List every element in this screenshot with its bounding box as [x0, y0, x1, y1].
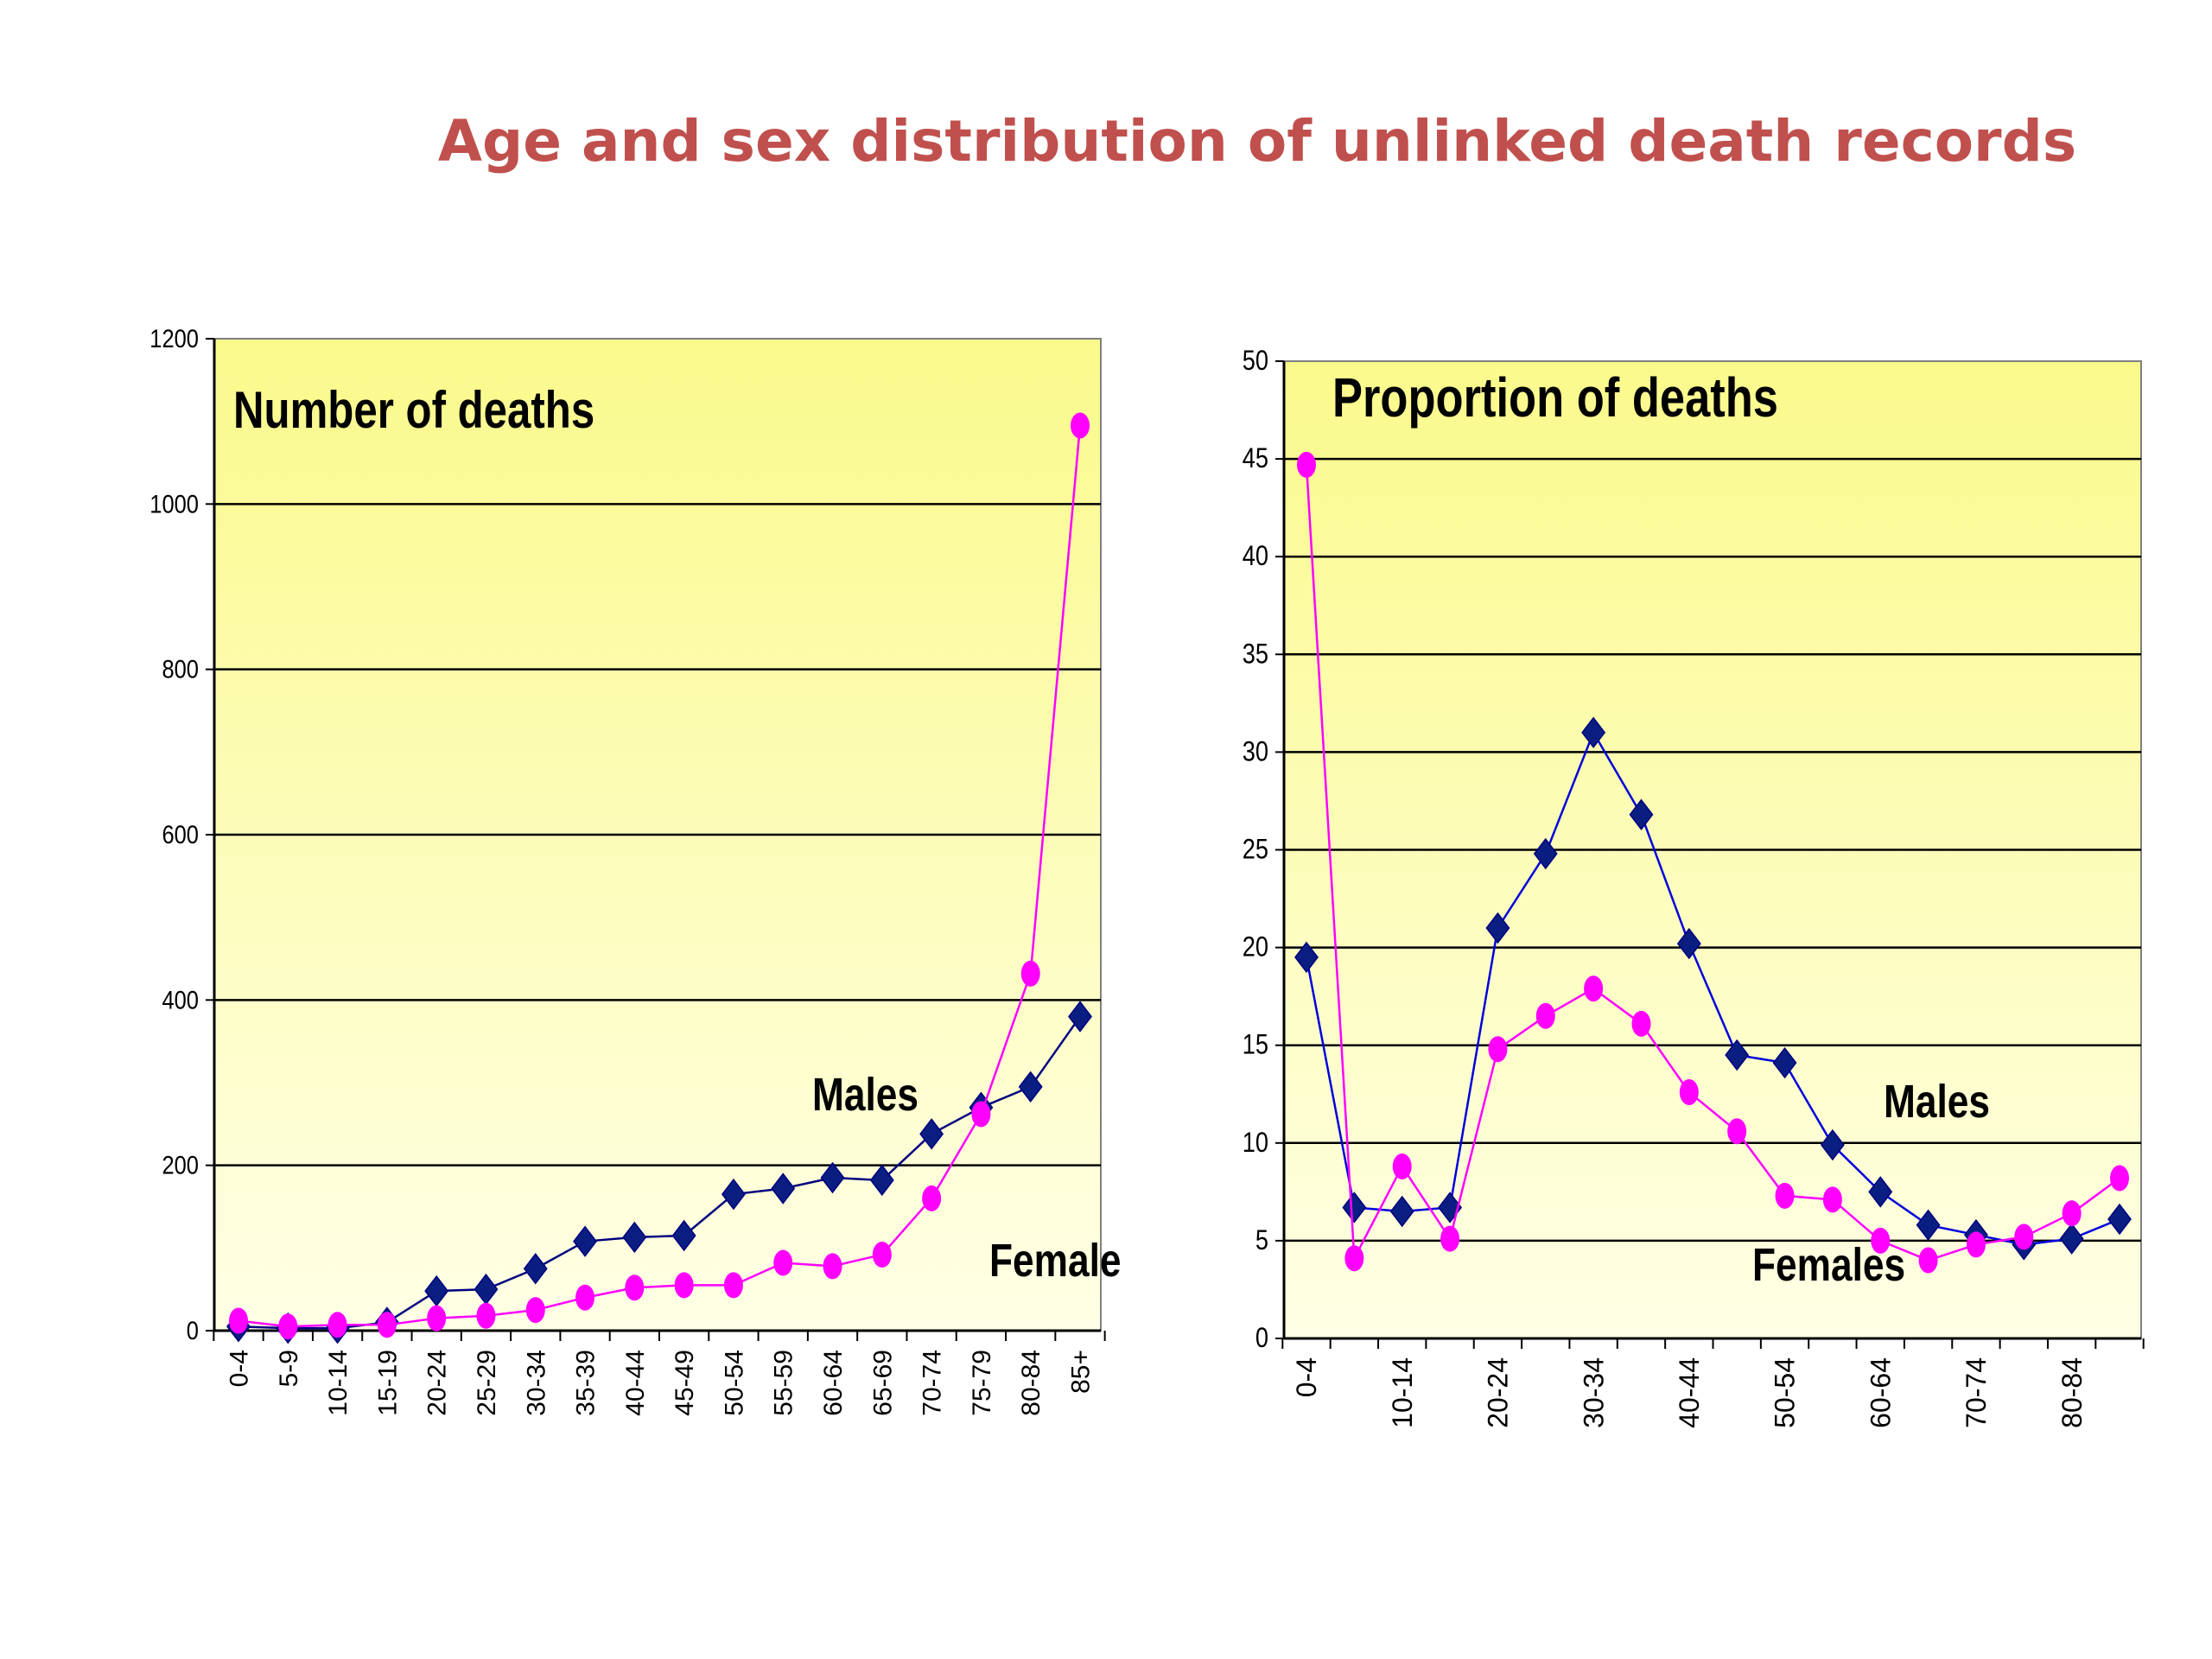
left-point-female: [872, 1241, 892, 1268]
page-title: Age and sex distribution of unlinked dea…: [437, 108, 2077, 175]
left-x-category-label: 65-69: [868, 1350, 897, 1416]
left-x-category-label: 60-64: [819, 1350, 848, 1416]
left-y-tick-label: 800: [162, 655, 199, 683]
left-point-males: [1018, 1071, 1043, 1103]
left-x-category-label: 50-54: [720, 1350, 748, 1416]
left-point-males: [869, 1164, 894, 1197]
left-point-female: [327, 1312, 347, 1338]
left-point-males: [573, 1225, 598, 1257]
left-point-female: [971, 1101, 991, 1128]
left-y-tick-label: 200: [162, 1151, 199, 1179]
left-y-tick-label: 1000: [149, 489, 199, 518]
left-x-category-label: 45-49: [671, 1350, 699, 1416]
left-point-female: [525, 1297, 545, 1324]
left-x-category-label: 10-14: [324, 1350, 353, 1416]
left-point-males: [671, 1219, 696, 1252]
left-x-category-label: 15-19: [373, 1350, 402, 1416]
left-point-female: [723, 1272, 743, 1299]
left-chart-title: Number of deaths: [233, 380, 594, 439]
left-x-category-label: 85+: [1067, 1350, 1096, 1394]
left-point-female: [377, 1312, 397, 1338]
left-x-category-label: 55-59: [770, 1350, 798, 1416]
left-point-males: [1068, 1001, 1092, 1033]
left-x-category-label: 35-39: [572, 1350, 601, 1416]
left-point-males: [919, 1118, 944, 1150]
left-y-tick-label: 1200: [149, 324, 199, 353]
left-point-female: [922, 1185, 942, 1211]
left-point-female: [823, 1253, 842, 1280]
left-y-tick-label: 600: [162, 820, 199, 849]
left-point-males: [622, 1221, 647, 1254]
left-point-female: [278, 1313, 298, 1340]
left-x-category-label: 5-9: [275, 1350, 303, 1387]
left-point-female: [575, 1284, 595, 1311]
left-point-female: [674, 1272, 694, 1299]
left-point-female: [773, 1249, 793, 1276]
left-point-female: [1071, 412, 1090, 439]
left-y-tick-label: 0: [187, 1316, 199, 1344]
left-series-label-female: Female: [989, 1235, 1122, 1287]
left-series-label-males: Males: [812, 1069, 918, 1121]
left-y-tick-label: 400: [162, 985, 199, 1014]
left-x-category-label: 40-44: [621, 1350, 650, 1416]
left-point-males: [820, 1161, 845, 1194]
left-x-category-label: 0-4: [226, 1350, 254, 1387]
left-point-female: [625, 1274, 645, 1301]
left-x-category-label: 30-34: [522, 1350, 550, 1416]
left-point-males: [721, 1178, 746, 1211]
left-point-males: [771, 1173, 796, 1205]
left-x-category-label: 75-79: [968, 1350, 996, 1416]
left-x-category-label: 25-29: [473, 1350, 501, 1416]
left-point-female: [229, 1307, 248, 1334]
left-point-female: [427, 1305, 447, 1332]
left-x-category-label: 20-24: [423, 1350, 452, 1416]
left-x-category-label: 80-84: [1017, 1350, 1046, 1416]
left-x-category-label: 70-74: [918, 1350, 947, 1416]
left-point-female: [1020, 960, 1040, 987]
left-point-female: [476, 1302, 496, 1329]
left-point-males: [523, 1253, 548, 1285]
